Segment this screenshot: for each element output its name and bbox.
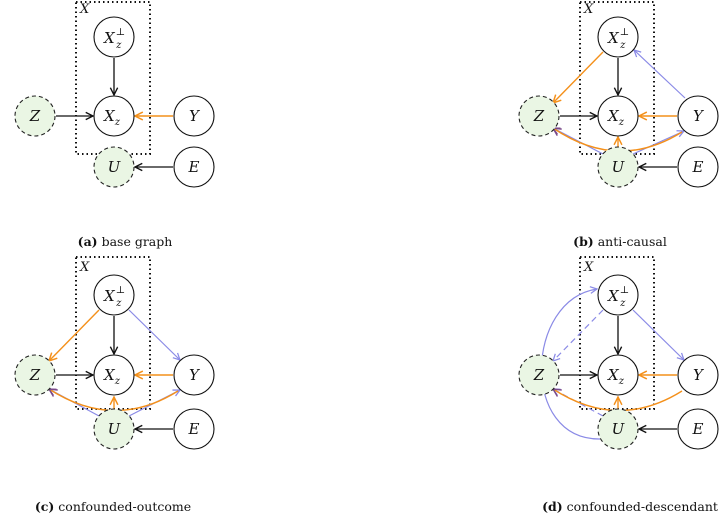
svg-text:E: E	[188, 420, 200, 438]
node-u: U	[93, 408, 135, 450]
x-box-label: X	[583, 260, 594, 275]
node-u: U	[597, 408, 639, 450]
panel-c: X X⊥ z Xz Z Y U	[14, 256, 215, 514]
svg-text:U: U	[612, 158, 626, 176]
svg-text:E: E	[692, 158, 704, 176]
node-xperp: X⊥ z	[597, 274, 639, 316]
svg-text:Z: Z	[533, 366, 545, 384]
node-xz: Xz	[93, 95, 135, 137]
edge-u-y	[632, 131, 684, 155]
node-xperp: X⊥ z	[93, 16, 135, 58]
svg-text:Y: Y	[189, 107, 201, 125]
node-xz: Xz	[93, 354, 135, 396]
node-e: E	[677, 408, 719, 450]
node-u: U	[597, 146, 639, 188]
node-e: E	[677, 146, 719, 188]
svg-text:Z: Z	[533, 107, 545, 125]
svg-text:U: U	[612, 420, 626, 438]
svg-text:Z: Z	[29, 366, 41, 384]
svg-text:Y: Y	[693, 366, 705, 384]
node-e: E	[173, 408, 215, 450]
x-box	[579, 1, 655, 155]
node-z: Z	[14, 95, 56, 137]
caption-a: (a) base graph	[78, 234, 173, 249]
panel-a: X X⊥ z Xz Z Y U E (a) base	[14, 1, 215, 249]
svg-text:Xz: Xz	[103, 366, 121, 387]
x-box-label: X	[79, 2, 90, 17]
svg-text:U: U	[108, 420, 122, 438]
edge-xperp-y	[632, 309, 684, 360]
svg-text:X⊥z: X⊥ z	[103, 285, 125, 309]
node-z: Z	[518, 95, 560, 137]
node-y: Y	[677, 354, 719, 396]
node-xperp: X⊥ z	[597, 16, 639, 58]
svg-text:U: U	[108, 158, 122, 176]
svg-text:X⊥z: X⊥ z	[607, 27, 629, 51]
panel-d: X X⊥ z Xz Z Y U	[518, 256, 719, 514]
svg-text:Y: Y	[189, 366, 201, 384]
node-u: U	[93, 146, 135, 188]
node-e: E	[173, 146, 215, 188]
edge-xperp-z	[49, 309, 100, 361]
node-y: Y	[677, 95, 719, 137]
edge-xperp-z	[553, 51, 604, 103]
svg-text:Xz: Xz	[103, 107, 121, 128]
caption-c: (c) confounded-outcome	[35, 499, 191, 514]
node-z: Z	[518, 354, 560, 396]
node-xz: Xz	[597, 354, 639, 396]
x-box	[75, 256, 151, 410]
svg-text:E: E	[692, 420, 704, 438]
caption-d: (d) confounded-descendant	[542, 499, 718, 514]
svg-text:X⊥z: X⊥ z	[607, 285, 629, 309]
svg-text:Y: Y	[693, 107, 705, 125]
edge-u-z	[553, 128, 604, 155]
node-y: Y	[173, 354, 215, 396]
edge-y-xperp	[634, 50, 686, 99]
edge-xperp-y	[128, 309, 180, 360]
x-box-label: X	[79, 260, 90, 275]
edge-xperp-z-dashed	[553, 309, 604, 361]
node-y: Y	[173, 95, 215, 137]
node-xz: Xz	[597, 95, 639, 137]
caption-b: (b) anti-causal	[573, 234, 667, 249]
svg-text:Xz: Xz	[607, 107, 625, 128]
x-box	[579, 256, 655, 410]
svg-text:X⊥z: X⊥ z	[103, 27, 125, 51]
svg-text:Z: Z	[29, 107, 41, 125]
panel-b: X X⊥ z Xz Z Y U	[518, 1, 719, 249]
svg-text:E: E	[188, 158, 200, 176]
x-box	[75, 1, 151, 155]
node-xperp: X⊥ z	[93, 274, 135, 316]
node-z: Z	[14, 354, 56, 396]
svg-text:Xz: Xz	[607, 366, 625, 387]
x-box-label: X	[583, 2, 594, 17]
